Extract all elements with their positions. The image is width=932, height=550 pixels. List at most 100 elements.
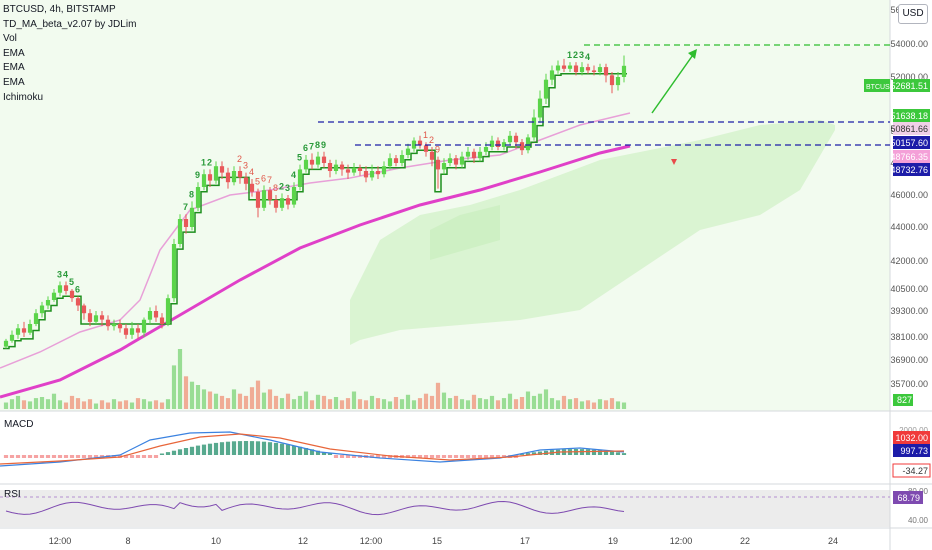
price-tag-text: 48732.76 [890, 165, 928, 175]
macd-histogram-bar [75, 455, 81, 458]
price-axis-tick: 40500.00 [890, 284, 928, 294]
volume-bar [489, 395, 495, 409]
candle [141, 319, 147, 333]
td-count-up: 6 [75, 284, 80, 294]
candle [375, 171, 381, 175]
volume-bar [519, 397, 525, 409]
volume-bar [189, 381, 195, 409]
indicator-ichimoku[interactable]: Ichimoku [3, 91, 44, 103]
macd-tag-text: 1032.00 [895, 433, 928, 443]
indicator-ema-1[interactable]: EMA [3, 47, 25, 59]
volume-bar [27, 401, 33, 409]
macd-histogram-bar [591, 449, 597, 455]
volume-bar [351, 391, 357, 409]
candle [129, 328, 135, 335]
symbol-title[interactable]: BTCUSD, 4h, BITSTAMP [3, 4, 116, 15]
macd-histogram-bar [63, 455, 69, 458]
volume-bar [381, 399, 387, 409]
volume-bar [303, 391, 309, 409]
macd-histogram-bar [405, 455, 411, 458]
td-count-down: 2 [429, 135, 434, 145]
volume-bar [195, 385, 201, 409]
indicator-vol[interactable]: Vol [3, 33, 17, 45]
price-axis-tick: 36900.00 [890, 355, 928, 365]
volume-bar [555, 400, 561, 409]
macd-histogram-bar [603, 450, 609, 455]
candle [213, 166, 219, 181]
macd-line [0, 431, 625, 467]
price-tag-text: 50861.66 [890, 124, 928, 134]
indicator-ema-2[interactable]: EMA [3, 62, 25, 74]
volume-bar [387, 401, 393, 409]
volume-tag-text: 827 [897, 395, 912, 405]
candle [423, 145, 429, 152]
macd-histogram-bar [87, 455, 93, 458]
volume-bar [285, 393, 291, 409]
candle [267, 190, 273, 200]
volume-bar [315, 394, 321, 409]
volume-bar [231, 389, 237, 409]
candle [351, 167, 357, 173]
macd-histogram-bar [3, 455, 9, 458]
volume-bar [609, 398, 615, 409]
candle [519, 142, 525, 151]
candle [573, 65, 579, 73]
currency-button[interactable]: USD [898, 4, 928, 24]
candle [9, 334, 15, 341]
macd-histogram-bar [447, 455, 453, 458]
td-count-up: 1 [567, 50, 572, 60]
td-count-up: 7 [183, 202, 188, 212]
macd-histogram-bar [441, 455, 447, 458]
macd-histogram-bar [261, 441, 267, 455]
volume-bar [177, 349, 183, 409]
volume-bar [321, 395, 327, 409]
time-axis-tick: 8 [125, 536, 130, 546]
macd-histogram-bar [483, 455, 489, 458]
candle [105, 319, 111, 327]
volume-bar [9, 399, 15, 409]
candle [135, 328, 141, 333]
candle [567, 65, 573, 69]
volume-bar [117, 401, 123, 409]
candle [459, 156, 465, 165]
td-count-down: 9 [435, 145, 440, 155]
macd-histogram-bar [459, 455, 465, 458]
td-count-up: 3 [285, 183, 290, 193]
macd-histogram-bar [465, 455, 471, 458]
macd-histogram-bar [9, 455, 15, 458]
time-axis-tick: 19 [608, 536, 618, 546]
down-marker [671, 159, 677, 165]
candle [453, 158, 459, 165]
indicator-td-ma[interactable]: TD_MA_beta_v2.07 by JDLim [3, 18, 137, 30]
volume-bar [51, 393, 57, 409]
rsi-pane-title[interactable]: RSI [4, 489, 21, 500]
candle [315, 156, 321, 165]
rsi-line [5, 500, 625, 516]
volume-bar [525, 391, 531, 409]
macd-histogram-bar [297, 446, 303, 455]
volume-bar [603, 400, 609, 409]
volume-bar [267, 389, 273, 409]
time-axis-tick: 12 [298, 536, 308, 546]
macd-histogram-bar [39, 455, 45, 458]
candle [591, 70, 597, 72]
td-count-up: 4 [291, 170, 296, 180]
volume-bar [111, 399, 117, 409]
candle [609, 75, 615, 86]
indicator-ema-3[interactable]: EMA [3, 76, 25, 88]
td-count-up: 2 [279, 181, 284, 191]
volume-bar [411, 400, 417, 409]
rsi-axis-tick: 40.00 [908, 516, 929, 525]
macd-pane-title[interactable]: MACD [4, 419, 34, 430]
candle [393, 158, 399, 163]
macd-histogram-bar [27, 455, 33, 458]
volume-bar [453, 395, 459, 409]
candle [477, 151, 483, 159]
macd-histogram-bar [303, 448, 309, 455]
price-axis-tick: 52000.00 [890, 72, 928, 82]
volume-bar [405, 394, 411, 409]
volume-bar [159, 402, 165, 409]
candle [507, 135, 513, 143]
macd-histogram-bar [165, 452, 171, 455]
